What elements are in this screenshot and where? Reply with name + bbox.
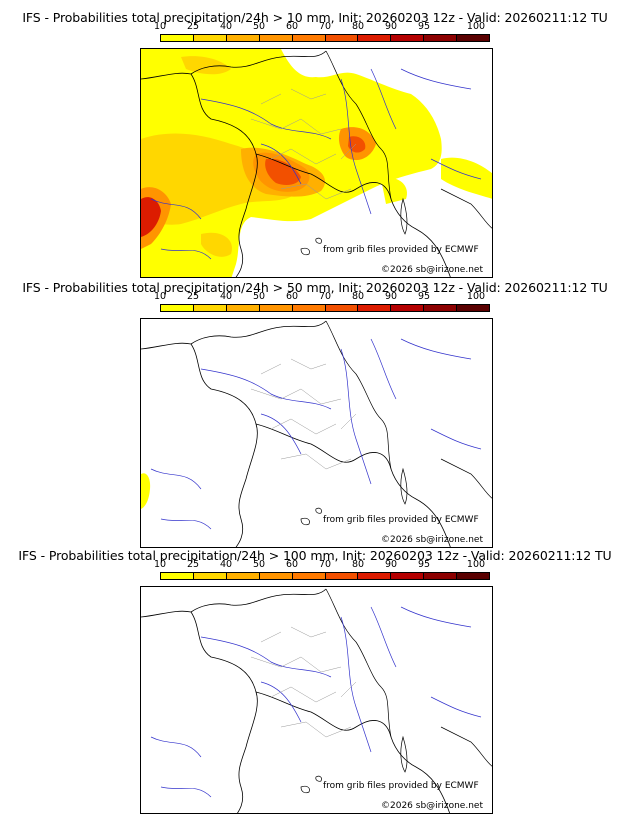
colorbar-label: 80 bbox=[351, 21, 365, 32]
colorbar-swatch bbox=[161, 573, 194, 579]
panel-title: IFS - Probabilities total precipitation/… bbox=[22, 10, 608, 25]
colorbar: 10 25 40 50 60 70 80 90 95 100 bbox=[154, 21, 490, 42]
copyright: ©2026 sb@irizone.net bbox=[381, 801, 483, 811]
colorbar-label: 50 bbox=[252, 21, 266, 32]
colorbar-swatch bbox=[292, 35, 326, 41]
colorbar-label: 50 bbox=[252, 291, 266, 302]
probability-map: from grib files provided by ECMWF ©2026 … bbox=[140, 586, 493, 814]
colorbar-label: 90 bbox=[384, 21, 398, 32]
colorbar-swatch bbox=[325, 573, 359, 579]
colorbar-label: 25 bbox=[186, 559, 200, 570]
colorbar-swatch bbox=[358, 35, 392, 41]
colorbar-swatch bbox=[193, 305, 227, 311]
colorbar-swatch bbox=[161, 35, 194, 41]
colorbar-label: 40 bbox=[219, 559, 233, 570]
source-credit: from grib files provided by ECMWF bbox=[323, 245, 479, 255]
panel-title: IFS - Probabilities total precipitation/… bbox=[22, 280, 608, 295]
colorbar-label: 70 bbox=[318, 559, 332, 570]
colorbar-swatch bbox=[259, 305, 293, 311]
colorbar-swatch bbox=[193, 35, 227, 41]
colorbar-label: 70 bbox=[318, 291, 332, 302]
colorbar-label: 90 bbox=[384, 291, 398, 302]
colorbar-label: 60 bbox=[285, 21, 299, 32]
colorbar-label: 50 bbox=[252, 559, 266, 570]
panel-title: IFS - Probabilities total precipitation/… bbox=[18, 548, 612, 563]
map-panel-100mm: IFS - Probabilities total precipitation/… bbox=[0, 548, 630, 823]
colorbar-swatch bbox=[226, 35, 260, 41]
colorbar-swatch bbox=[358, 305, 392, 311]
colorbar-label: 60 bbox=[285, 291, 299, 302]
source-credit: from grib files provided by ECMWF bbox=[323, 515, 479, 525]
colorbar-swatch bbox=[292, 305, 326, 311]
probability-map: from grib files provided by ECMWF ©2026 … bbox=[140, 48, 493, 278]
colorbar-swatch bbox=[292, 573, 326, 579]
colorbar-label: 90 bbox=[384, 559, 398, 570]
colorbar-label: 70 bbox=[318, 21, 332, 32]
colorbar-label: 40 bbox=[219, 291, 233, 302]
colorbar-label: 100 bbox=[466, 21, 486, 32]
colorbar-label: 100 bbox=[466, 559, 486, 570]
map-panel-50mm: IFS - Probabilities total precipitation/… bbox=[0, 280, 630, 550]
colorbar-label: 10 bbox=[153, 21, 167, 32]
colorbar-label: 80 bbox=[351, 291, 365, 302]
copyright: ©2026 sb@irizone.net bbox=[381, 265, 483, 275]
probability-map: from grib files provided by ECMWF ©2026 … bbox=[140, 318, 493, 548]
colorbar-swatch bbox=[161, 305, 194, 311]
colorbar-label: 80 bbox=[351, 559, 365, 570]
colorbar-swatch bbox=[457, 573, 490, 579]
colorbar-swatch bbox=[325, 35, 359, 41]
colorbar-label: 25 bbox=[186, 21, 200, 32]
colorbar-swatch bbox=[259, 573, 293, 579]
colorbar-label: 25 bbox=[186, 291, 200, 302]
source-credit: from grib files provided by ECMWF bbox=[323, 781, 479, 791]
colorbar-swatch bbox=[325, 305, 359, 311]
map-panel-10mm: IFS - Probabilities total precipitation/… bbox=[0, 10, 630, 280]
colorbar-swatch bbox=[226, 573, 260, 579]
colorbar-label: 95 bbox=[417, 291, 431, 302]
colorbar-swatch bbox=[226, 305, 260, 311]
colorbar-swatch bbox=[424, 573, 458, 579]
colorbar-label: 10 bbox=[153, 291, 167, 302]
colorbar-swatch bbox=[391, 305, 425, 311]
colorbar-swatch bbox=[391, 35, 425, 41]
colorbar-swatch bbox=[424, 305, 458, 311]
colorbar-label: 60 bbox=[285, 559, 299, 570]
colorbar: 10 25 40 50 60 70 80 90 95 100 bbox=[154, 559, 490, 580]
colorbar-label: 100 bbox=[466, 291, 486, 302]
colorbar-label: 10 bbox=[153, 559, 167, 570]
colorbar-swatch bbox=[424, 35, 458, 41]
colorbar-label: 95 bbox=[417, 559, 431, 570]
colorbar-swatch bbox=[193, 573, 227, 579]
colorbar-label: 95 bbox=[417, 21, 431, 32]
colorbar: 10 25 40 50 60 70 80 90 95 100 bbox=[154, 291, 490, 312]
colorbar-swatch bbox=[391, 573, 425, 579]
colorbar-label: 40 bbox=[219, 21, 233, 32]
colorbar-swatch bbox=[358, 573, 392, 579]
colorbar-swatch bbox=[457, 305, 490, 311]
copyright: ©2026 sb@irizone.net bbox=[381, 535, 483, 545]
colorbar-swatch bbox=[259, 35, 293, 41]
colorbar-swatch bbox=[457, 35, 490, 41]
